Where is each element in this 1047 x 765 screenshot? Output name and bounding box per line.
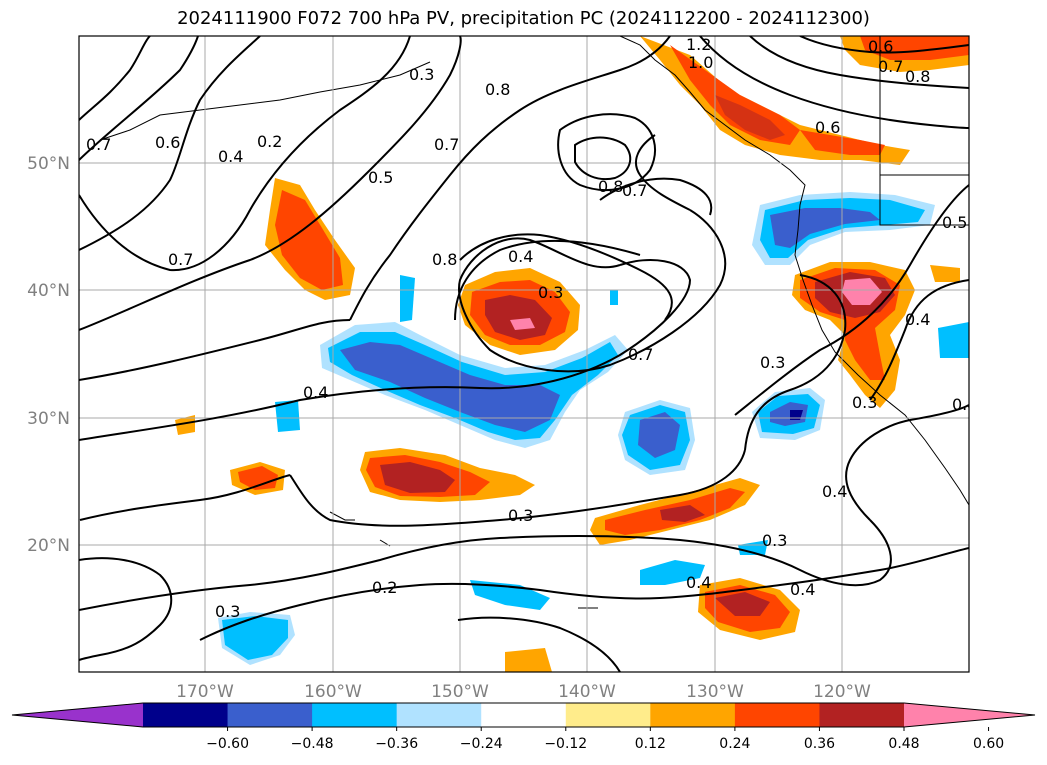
contour-label: 0.4 [686,573,711,592]
colorbar-extend-high [904,703,1035,727]
contour-label: 0.7 [878,57,903,76]
latitude-labels: 50°N 40°N 30°N 20°N [27,154,70,556]
map-frame [78,35,970,673]
colorbar-outline [11,702,1036,728]
lon-label: 130°W [686,682,744,702]
lat-label: 40°N [27,281,70,301]
colorbar-tick-label: −0.12 [544,736,587,752]
contour-label: 0.4 [905,310,930,329]
colorbar-segment [650,703,736,727]
colorbar-tick-label: 0.60 [973,736,1004,752]
contour-label: 0.3 [538,283,563,302]
colorbar-tick-label: 0.12 [635,736,666,752]
lat-label: 20°N [27,536,70,556]
colorbar-segment [565,703,651,727]
colorbar-segment [312,703,398,727]
colorbar-segment [819,703,905,727]
contour-label: 0.8 [598,177,623,196]
contour-label: 0.8 [432,250,457,269]
lat-label: 50°N [27,154,70,174]
contour-label: 0.5 [942,213,967,232]
lon-label: 140°W [558,682,616,702]
colorbar: −0.60 −0.48 −0.36 −0.24 −0.12 0.12 0.24 0.36 0.4… [11,702,1036,752]
map-plot-area: 1.2 1.0 0.6 0.7 0.8 0.6 0.7 0.6 0.4 0.2 … [79,35,977,672]
map-title: 2024111900 F072 700 hPa PV, precipitatio… [177,8,870,29]
contour-label: 0.8 [905,67,930,86]
contour-label: 0.6 [155,133,180,152]
lon-label: 170°W [176,682,234,702]
colorbar-segment [227,703,313,727]
contour-label: 0.4 [952,395,977,414]
contour-label: 0.3 [852,393,877,412]
lon-label: 120°W [813,682,871,702]
contour-label: 0.2 [372,578,397,597]
contour-label: 0.8 [485,80,510,99]
contour-label: 0.7 [434,135,459,154]
contour-label: 0.7 [86,135,111,154]
colorbar-tick-label: −0.48 [291,736,334,752]
colorbar-tick-label: −0.36 [375,736,418,752]
contour-label: 0.3 [760,353,785,372]
contour-label: 0.3 [508,506,533,525]
colorbar-segment [481,703,567,727]
contour-label: 0.3 [215,602,240,621]
contour-label: 0.4 [822,482,847,501]
colorbar-tick-label: −0.60 [206,736,249,752]
lat-label: 30°N [27,409,70,429]
contour-label: 0.7 [628,345,653,364]
colorbar-segment [396,703,482,727]
colorbar-segment [734,703,820,727]
contour-label: 0.2 [257,132,282,151]
contour-label: 0.6 [868,37,893,56]
contour-label: 0.7 [168,250,193,269]
pv-contours [79,36,969,672]
contour-labels: 1.2 1.0 0.6 0.7 0.8 0.6 0.7 0.6 0.4 0.2 … [86,35,977,621]
colorbar-tick-label: 0.48 [888,736,919,752]
contour-label: 0.5 [368,168,393,187]
contour-label: 0.4 [508,247,533,266]
longitude-labels: 170°W 160°W 150°W 140°W 130°W 120°W [176,682,871,702]
contour-label: 0.4 [790,580,815,599]
contour-label: 0.3 [409,65,434,84]
colorbar-segment [143,703,229,727]
contour-label: 0.4 [303,383,328,402]
contour-label: 1.0 [688,53,713,72]
contour-label: 0.6 [815,118,840,137]
contour-label: 0.4 [218,147,243,166]
colorbar-extend-low [12,703,143,727]
colorbar-tick-label: −0.24 [460,736,503,752]
lon-label: 160°W [304,682,362,702]
lon-label: 150°W [431,682,489,702]
colorbar-tick-label: 0.24 [719,736,750,752]
contour-label: 1.2 [686,35,711,54]
precip-shading [175,36,969,672]
colorbar-tick-label: 0.36 [804,736,835,752]
contour-label: 0.7 [622,181,647,200]
contour-label: 0.3 [762,531,787,550]
